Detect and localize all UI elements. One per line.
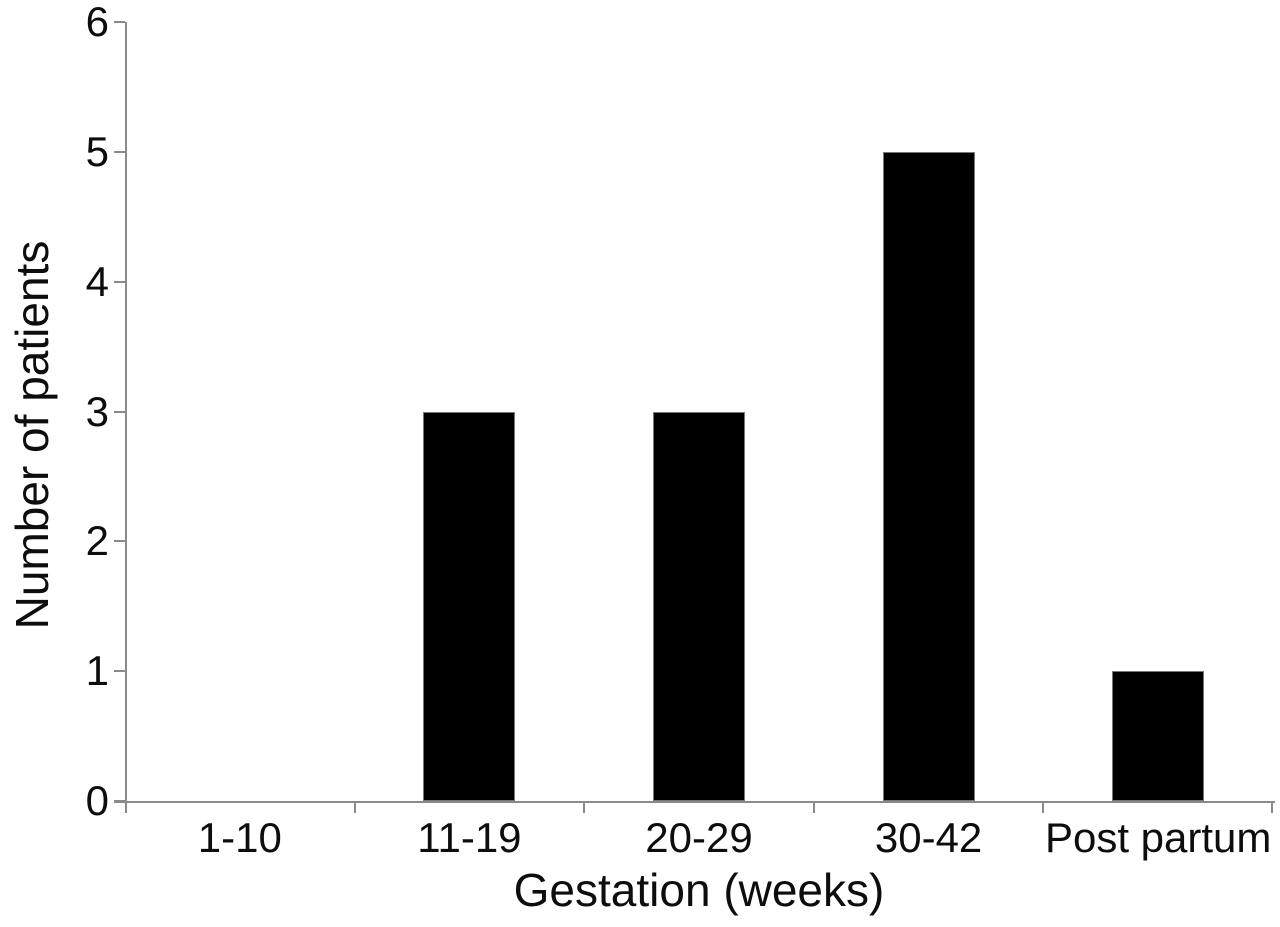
y-axis-tick: [114, 280, 125, 283]
y-axis-tick: [114, 410, 125, 413]
x-tick-label: 11-19: [417, 814, 522, 861]
x-tick-label: Post partum: [1044, 814, 1272, 861]
y-tick-label: 4: [85, 257, 109, 305]
y-axis-tick: [114, 670, 125, 673]
bar: [423, 411, 516, 801]
x-tick-label: 1-10: [197, 814, 282, 861]
x-tick-label: 30-42: [874, 814, 983, 861]
y-tick-label: 0: [85, 777, 109, 824]
y-axis-tick: [114, 21, 125, 23]
y-axis-tick: [114, 150, 125, 153]
x-axis-title: Gestation (weeks): [513, 864, 885, 916]
x-axis-tick: [583, 801, 585, 813]
x-axis-tick: [125, 801, 127, 813]
x-axis-tick: [813, 801, 815, 813]
y-tick-label: 6: [85, 0, 109, 45]
x-axis-tick: [1042, 801, 1044, 813]
x-axis-line: [114, 801, 1275, 803]
y-tick-label: 1: [85, 647, 109, 695]
y-tick-label: 2: [85, 517, 109, 565]
y-axis-line: [125, 22, 127, 803]
y-axis-tick: [114, 800, 125, 802]
bar: [653, 411, 745, 801]
plot-area: 0 1 2 3 4 5 6 1-10 11-19 20-29 30-42 Post partum: [86, 1, 1275, 860]
x-tick-label: 20-29: [645, 814, 753, 861]
x-axis-tick: [354, 801, 356, 813]
bar: [882, 151, 975, 801]
y-tick-label: 3: [85, 387, 109, 435]
y-axis-tick: [114, 540, 125, 543]
y-tick-label: 5: [85, 127, 109, 175]
bar: [1112, 671, 1205, 801]
x-axis-tick: [1271, 801, 1273, 813]
